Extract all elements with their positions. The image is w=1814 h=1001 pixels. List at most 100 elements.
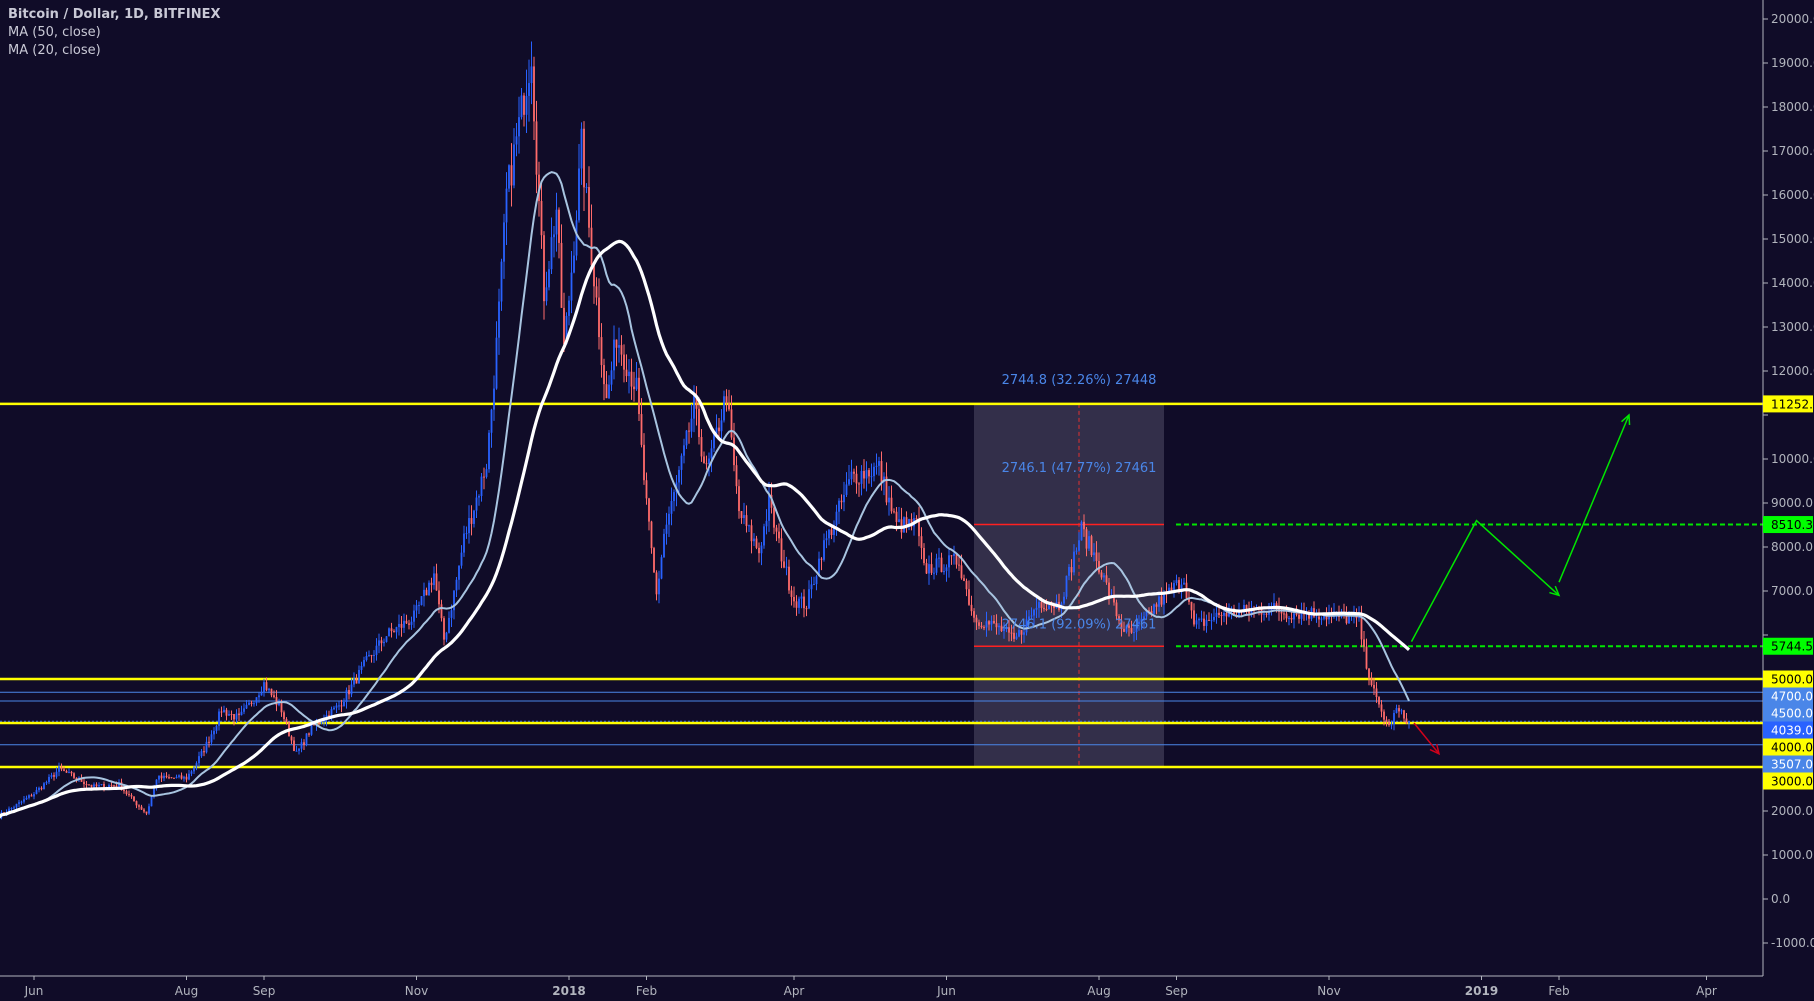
time-tick-label: 2018	[552, 984, 585, 998]
candle-body	[1138, 621, 1140, 625]
candle-body	[1183, 582, 1185, 585]
candle-body	[268, 688, 270, 691]
time-tick-label: 2019	[1465, 984, 1498, 998]
candle-body	[555, 209, 558, 235]
candle-body	[1150, 611, 1153, 614]
candle-body	[603, 365, 605, 385]
candle-body	[38, 787, 40, 791]
candle-body	[375, 645, 378, 655]
candle-body	[850, 471, 853, 480]
candle-body	[698, 408, 700, 438]
candle-body	[270, 688, 273, 696]
candle-body	[608, 384, 610, 399]
price-level-badge	[1763, 637, 1813, 655]
candle-body	[790, 590, 793, 597]
range-measure-label: 2746.1 (92.09%) 27461	[1002, 617, 1157, 632]
candle-body	[923, 547, 925, 564]
candle-body	[920, 536, 923, 548]
candle-body	[560, 242, 563, 308]
price-level-label: 5744.5	[1771, 640, 1813, 654]
candle-body	[1018, 630, 1020, 637]
candle-body	[663, 533, 665, 558]
price-level-label: 3507.0	[1771, 758, 1813, 772]
candle-body	[665, 524, 668, 534]
candle-body	[1143, 616, 1145, 619]
candle-body	[370, 655, 373, 657]
candle-body	[98, 785, 100, 787]
candle-body	[1220, 614, 1223, 616]
candle-body	[445, 632, 448, 640]
candle-body	[1005, 627, 1008, 630]
candle-body	[1025, 619, 1028, 633]
candle-body	[1095, 552, 1098, 562]
candle-body	[200, 751, 203, 757]
candle-body	[350, 684, 353, 695]
candle-body	[1380, 704, 1383, 712]
candle-body	[400, 623, 403, 628]
candle-body	[8, 808, 10, 813]
candle-body	[185, 776, 188, 780]
price-tick-label: 7000.0	[1771, 584, 1813, 598]
candle-body	[135, 801, 138, 806]
candle-body	[890, 497, 893, 512]
candle-body	[258, 695, 260, 698]
candle-body	[908, 518, 910, 525]
candle-body	[715, 427, 718, 434]
candle-body	[1393, 713, 1395, 725]
candle-body	[1030, 615, 1033, 617]
candle-body	[1193, 610, 1195, 625]
candle-body	[1028, 616, 1030, 620]
price-tick-label: 16000.0	[1771, 188, 1814, 202]
candle-body	[658, 578, 660, 595]
candle-body	[1013, 632, 1015, 639]
candle-body	[1080, 521, 1083, 541]
candle-body	[420, 596, 423, 606]
candle-body	[123, 790, 125, 792]
candle-body	[798, 598, 800, 608]
candle-body	[1398, 708, 1400, 712]
price-tick-label: 9000.0	[1771, 496, 1813, 510]
candle-body	[43, 783, 45, 790]
candle-body	[755, 538, 758, 548]
candle-body	[1318, 616, 1320, 620]
candle-body	[748, 525, 750, 527]
candle-body	[1113, 595, 1115, 603]
candle-body	[855, 473, 858, 484]
candle-body	[983, 627, 985, 629]
price-tick-label: 19000.0	[1771, 56, 1814, 70]
candle-body	[1145, 610, 1148, 617]
candle-body	[88, 784, 90, 786]
green-projection-arrow	[1558, 414, 1630, 583]
candle-body	[985, 621, 988, 628]
candle-body	[390, 628, 393, 632]
candle-body	[343, 701, 345, 707]
candle-body	[838, 500, 840, 512]
candle-body	[348, 689, 350, 695]
candle-body	[720, 420, 723, 432]
candle-body	[1130, 627, 1133, 633]
candle-body	[710, 448, 713, 459]
candle-body	[208, 741, 210, 743]
candle-body	[518, 117, 520, 137]
candle-body	[130, 795, 133, 797]
candle-body	[1050, 605, 1053, 607]
candle-body	[1168, 587, 1170, 593]
candle-body	[520, 95, 523, 118]
candle-body	[753, 538, 755, 542]
candle-body	[250, 702, 253, 704]
candle-body	[885, 476, 888, 503]
price-level-label: 8510.3	[1771, 518, 1813, 532]
candle-body	[298, 748, 300, 751]
candle-body	[703, 456, 705, 464]
candle-body	[938, 557, 940, 559]
candle-body	[760, 545, 763, 554]
candle-body	[205, 741, 208, 753]
candle-body	[1400, 710, 1403, 712]
candle-body	[843, 494, 845, 503]
candle-body	[103, 784, 105, 789]
candle-body	[618, 345, 620, 348]
candle-body	[1198, 619, 1200, 621]
candle-body	[928, 564, 930, 574]
candle-body	[1090, 536, 1093, 556]
